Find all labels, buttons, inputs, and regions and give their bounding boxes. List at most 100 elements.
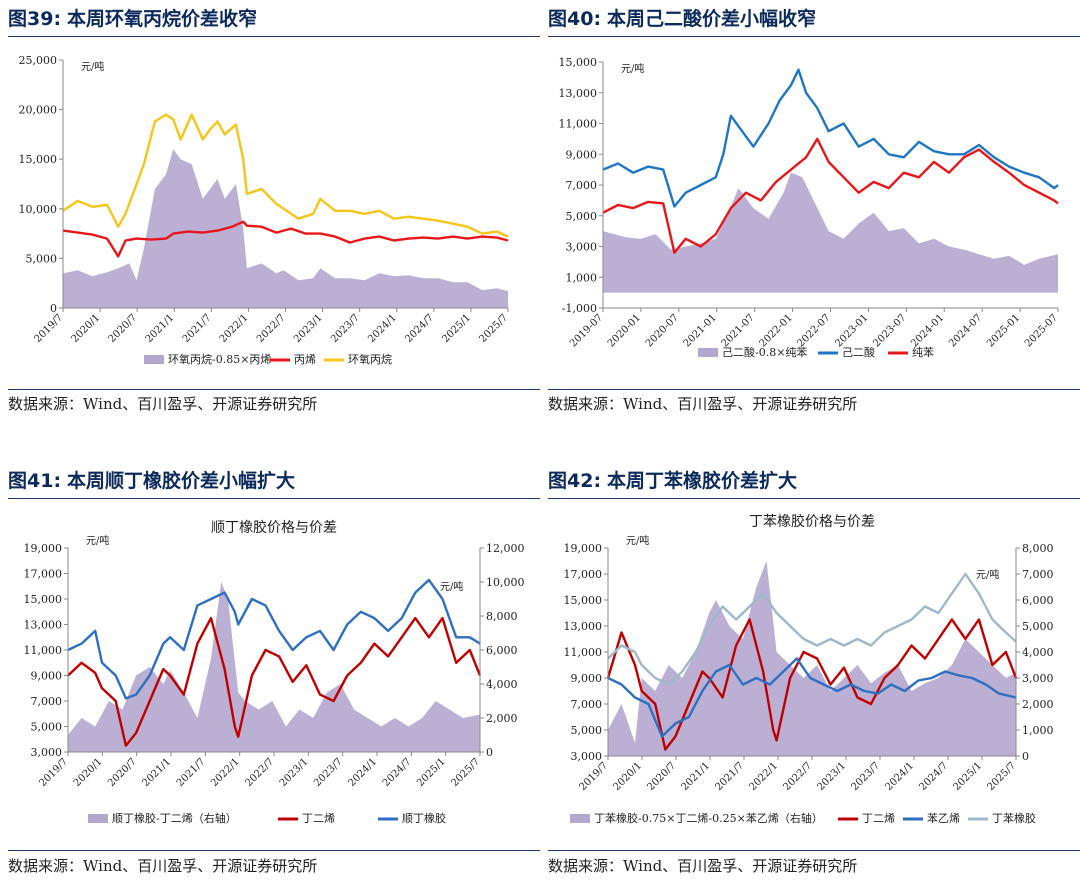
y-unit-label: 元/吨 — [621, 62, 644, 75]
x-tick-label: 2024/7 — [403, 312, 436, 345]
y-tick-label: 13,000 — [24, 619, 63, 632]
figure-title: 图39: 本周环氧丙烷价差收窄 — [8, 4, 540, 34]
x-tick-label: 2022-01 — [758, 312, 795, 349]
figure-panel-42: 图42: 本周丁苯橡胶价差扩大 丁苯橡胶价格与价差 3,000 5,000 7,000 9… — [548, 466, 1080, 882]
chart-title: 丁苯橡胶价格与价差 — [749, 513, 875, 530]
figure-number: 图42: — [548, 470, 602, 492]
x-tick-label: 2023-01 — [833, 312, 870, 349]
legend-label: 环氧丙烷 — [348, 352, 392, 366]
x-tick-label: 2020/1 — [72, 756, 105, 789]
legend-label: 丁苯橡胶-0.75×丁二烯-0.25×苯乙烯（右轴） — [594, 811, 823, 825]
x-tick-label: 2024/1 — [366, 312, 399, 345]
y-tick-label: 10,000 — [19, 203, 58, 216]
series-area-0 — [608, 561, 1016, 756]
y-tick-label: 11,000 — [559, 118, 598, 131]
y-tick-label: -1,000 — [562, 302, 597, 315]
legend-swatch — [88, 814, 108, 823]
y-tick-label: 15,000 — [19, 153, 58, 166]
x-tick-label: 2019/7 — [577, 760, 610, 793]
legend-label: 纯苯 — [912, 345, 934, 359]
y-tick-label: 11,000 — [24, 644, 63, 657]
x-tick-label: 2021/7 — [181, 312, 214, 345]
data-source: 数据来源：Wind、百川盈孚、开源证券研究所 — [548, 857, 858, 875]
x-tick-label: 2022/1 — [747, 760, 780, 793]
x-tick-label: 2020/1 — [611, 760, 644, 793]
y-tick-label: 13,000 — [559, 87, 598, 100]
x-tick-label: 2021/7 — [175, 756, 208, 789]
title-rule — [8, 36, 540, 37]
title-rule — [548, 36, 1080, 37]
x-tick-label: 2025/1 — [951, 760, 984, 793]
y2-tick-label: 6,000 — [1022, 594, 1054, 607]
x-tick-label: 2019/7 — [37, 756, 70, 789]
figure-caption: 本周顺丁橡胶价差小幅扩大 — [67, 470, 296, 492]
x-tick-label: 2020/7 — [106, 756, 139, 789]
y2-tick-label: 0 — [486, 746, 493, 759]
x-tick-label: 2024/1 — [883, 760, 916, 793]
y-unit-label: 元/吨 — [626, 534, 649, 547]
x-tick-label: 2020-07 — [644, 312, 681, 349]
y-tick-label: 25,000 — [19, 54, 58, 67]
legend-label: 苯乙烯 — [927, 811, 960, 825]
y-tick-label: 0 — [50, 302, 57, 315]
y2-unit-label: 元/吨 — [440, 580, 463, 593]
y-tick-label: 15,000 — [24, 593, 63, 606]
x-tick-label: 2020/1 — [70, 312, 103, 345]
y2-tick-label: 10,000 — [486, 576, 525, 589]
legend-label: 顺丁橡胶-丁二烯（右轴） — [112, 811, 237, 825]
x-tick-label: 2025/1 — [440, 312, 473, 345]
x-tick-label: 2025-07 — [1023, 312, 1060, 349]
data-source: 数据来源：Wind、百川盈孚、开源证券研究所 — [548, 395, 858, 413]
legend-label: 环氧丙烷-0.85×丙烯 — [168, 352, 271, 366]
y2-tick-label: 2,000 — [486, 712, 518, 725]
legend-swatch — [698, 348, 718, 357]
x-tick-label: 2023/7 — [849, 760, 882, 793]
legend-label: 丁苯橡胶 — [992, 811, 1036, 825]
y2-unit-label: 元/吨 — [976, 568, 999, 581]
series-line-2 — [62, 113, 509, 238]
source-rule — [8, 850, 540, 851]
y-tick-label: 1,000 — [566, 271, 598, 284]
series-line-1 — [62, 220, 509, 258]
y-tick-label: 17,000 — [564, 568, 603, 581]
figure-title: 图42: 本周丁苯橡胶价差扩大 — [548, 466, 1080, 496]
x-tick-label: 2020-01 — [606, 312, 643, 349]
y-tick-label: 5,000 — [566, 210, 598, 223]
title-rule — [8, 498, 540, 499]
y-tick-label: 3,000 — [571, 750, 603, 763]
series-line-1 — [67, 616, 482, 747]
y-tick-label: 5,000 — [31, 721, 63, 734]
y-tick-label: 9,000 — [566, 148, 598, 161]
x-tick-label: 2025/7 — [449, 756, 482, 789]
x-tick-label: 2022/7 — [243, 756, 276, 789]
y-tick-label: 7,000 — [571, 698, 603, 711]
figure-panel-41: 图41: 本周顺丁橡胶价差小幅扩大 顺丁橡胶价格与价差 3,000 5,000 7,00… — [8, 466, 540, 882]
y2-tick-label: 0 — [1022, 750, 1029, 763]
figure-number: 图40: — [548, 8, 602, 30]
x-tick-label: 2021/1 — [144, 312, 177, 345]
source-rule — [8, 389, 540, 390]
x-tick-label: 2020/7 — [645, 760, 678, 793]
figure-caption: 本周己二酸价差小幅收窄 — [607, 8, 817, 30]
legend-swatch — [144, 355, 164, 364]
x-tick-label: 2024/7 — [917, 760, 950, 793]
y-tick-label: 19,000 — [24, 542, 63, 555]
y-tick-label: 17,000 — [24, 568, 63, 581]
series-area-0 — [63, 149, 508, 308]
x-tick-label: 2024-01 — [909, 312, 946, 349]
data-source: 数据来源：Wind、百川盈孚、开源证券研究所 — [8, 857, 318, 875]
y-tick-label: 3,000 — [31, 746, 63, 759]
x-tick-label: 2022/7 — [255, 312, 288, 345]
y2-tick-label: 8,000 — [486, 610, 518, 623]
x-tick-label: 2022/7 — [781, 760, 814, 793]
x-tick-label: 2024/1 — [346, 756, 379, 789]
series-line-1 — [602, 68, 1059, 208]
title-rule — [548, 498, 1080, 499]
y-tick-label: 9,000 — [31, 670, 63, 683]
legend-label: 丙烯 — [294, 353, 316, 366]
chart-sbr-spread: 丁苯橡胶价格与价差 3,000 5,000 7,000 9,000 11,000 13,00… — [564, 513, 1054, 825]
chart-title: 顺丁橡胶价格与价差 — [211, 519, 337, 536]
x-tick-label: 2023/1 — [278, 756, 311, 789]
source-rule — [548, 389, 1080, 390]
